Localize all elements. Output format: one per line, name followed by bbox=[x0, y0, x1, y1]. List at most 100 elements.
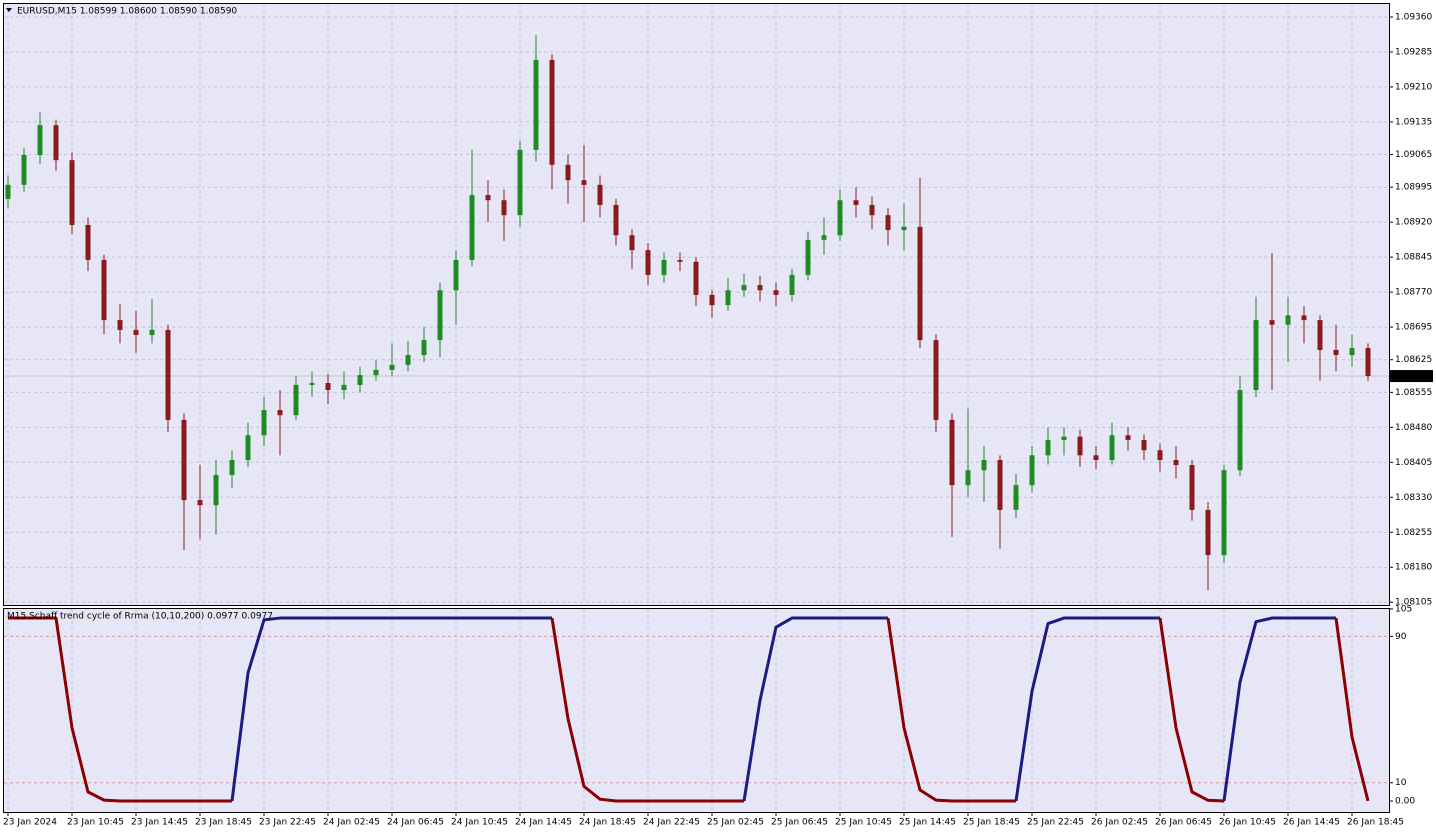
candle-body bbox=[213, 474, 219, 506]
candle-body bbox=[197, 500, 203, 506]
candle-body bbox=[533, 59, 539, 150]
candle-body bbox=[725, 290, 731, 306]
y-tick-label: 1.08695 bbox=[1395, 323, 1432, 333]
y-tick-label: 1.09135 bbox=[1395, 117, 1432, 127]
candle-body bbox=[1125, 435, 1131, 440]
candle-body bbox=[645, 250, 651, 275]
candle-body bbox=[293, 384, 299, 416]
candle-body bbox=[437, 290, 443, 341]
candle-body bbox=[549, 59, 555, 165]
y-tick-label: 1.09210 bbox=[1395, 82, 1432, 92]
candle-body bbox=[37, 125, 43, 156]
y-tick-label: 1.08330 bbox=[1395, 493, 1432, 503]
x-tick-label: 25 Jan 14:45 bbox=[899, 818, 956, 828]
candle-body bbox=[229, 459, 235, 475]
last-price-label: 1.08590 bbox=[1395, 372, 1432, 382]
candle-body bbox=[53, 125, 59, 161]
y-tick-label: 105 bbox=[1395, 604, 1412, 614]
candle-body bbox=[501, 200, 507, 216]
marks bbox=[5, 35, 1371, 803]
x-tick-label: 23 Jan 14:45 bbox=[131, 818, 188, 828]
candle-body bbox=[1013, 485, 1019, 510]
x-tick-label: 24 Jan 10:45 bbox=[451, 818, 508, 828]
candle-body bbox=[629, 235, 635, 251]
x-tick-label: 24 Jan 14:45 bbox=[515, 818, 572, 828]
candle-body bbox=[661, 259, 667, 275]
candle-body bbox=[1141, 439, 1147, 451]
candle-body bbox=[565, 164, 571, 181]
candle-body bbox=[517, 149, 523, 216]
candle-body bbox=[1237, 390, 1243, 471]
x-tick-label: 24 Jan 02:45 bbox=[323, 818, 380, 828]
candle-body bbox=[997, 459, 1003, 510]
candle-body bbox=[149, 329, 155, 336]
indicator-line bbox=[230, 616, 1336, 802]
candle-body bbox=[757, 285, 763, 291]
y-tick-label: 1.08405 bbox=[1395, 458, 1432, 468]
candle-body bbox=[277, 410, 283, 416]
y-tick-label: 1.08995 bbox=[1395, 183, 1432, 193]
candle-body bbox=[453, 259, 459, 291]
x-tick-label: 25 Jan 02:45 bbox=[707, 818, 764, 828]
x-tick-label: 23 Jan 22:45 bbox=[259, 818, 316, 828]
x-tick-label: 24 Jan 22:45 bbox=[643, 818, 700, 828]
candle-body bbox=[245, 435, 251, 460]
x-tick-label: 25 Jan 06:45 bbox=[771, 818, 828, 828]
candle-body bbox=[869, 204, 875, 216]
indicator-title: M15 Schaff trend cycle of Rrma (10,10,20… bbox=[7, 612, 273, 622]
candle-body bbox=[901, 226, 907, 231]
candle-body bbox=[405, 355, 411, 365]
candle-body bbox=[581, 180, 587, 185]
candle-body bbox=[981, 459, 987, 471]
candle-body bbox=[1173, 459, 1179, 466]
dropdown-icon bbox=[6, 8, 12, 12]
indicator-line bbox=[8, 616, 1370, 803]
candle-body bbox=[1077, 436, 1083, 456]
labels: EURUSD,M15 1.08599 1.08600 1.08590 1.085… bbox=[3, 7, 1433, 828]
candle-body bbox=[853, 200, 859, 205]
y-tick-label: 1.08625 bbox=[1395, 355, 1432, 365]
candle-body bbox=[1061, 436, 1067, 440]
candle-body bbox=[965, 470, 971, 486]
candle-body bbox=[677, 259, 683, 262]
candle-body bbox=[885, 215, 891, 231]
x-tick-label: 26 Jan 14:45 bbox=[1283, 818, 1340, 828]
x-tick-label: 26 Jan 06:45 bbox=[1155, 818, 1212, 828]
candle-body bbox=[1205, 509, 1211, 556]
candle-body bbox=[597, 184, 603, 205]
y-tick-label: 10 bbox=[1395, 778, 1407, 788]
y-tick-label: 1.08480 bbox=[1395, 423, 1432, 433]
candle-body bbox=[101, 259, 107, 321]
candle-body bbox=[261, 410, 267, 436]
candle-body bbox=[693, 261, 699, 295]
candle-body bbox=[1349, 348, 1355, 356]
candle-body bbox=[165, 329, 171, 420]
candle-body bbox=[1221, 470, 1227, 556]
candle-body bbox=[1317, 320, 1323, 350]
candle-body bbox=[805, 239, 811, 275]
last-price-box bbox=[1390, 370, 1433, 383]
x-tick-label: 23 Jan 18:45 bbox=[195, 818, 252, 828]
candle-body bbox=[5, 184, 11, 199]
candle-body bbox=[789, 274, 795, 295]
candle-body bbox=[917, 226, 923, 341]
candle-body bbox=[341, 384, 347, 391]
y-tick-label: 1.08105 bbox=[1395, 598, 1432, 608]
x-tick-label: 26 Jan 10:45 bbox=[1219, 818, 1276, 828]
y-tick-label: 90 bbox=[1395, 632, 1407, 642]
candle-body bbox=[773, 290, 779, 295]
candle-body bbox=[69, 160, 75, 225]
candle-body bbox=[949, 419, 955, 486]
y-tick-label: 1.08845 bbox=[1395, 253, 1432, 263]
x-tick-label: 26 Jan 02:45 bbox=[1091, 818, 1148, 828]
candle-body bbox=[85, 224, 91, 260]
candle-body bbox=[117, 320, 123, 330]
candle-body bbox=[1093, 455, 1099, 460]
x-tick-label: 25 Jan 22:45 bbox=[1027, 818, 1084, 828]
candle-body bbox=[933, 340, 939, 420]
y-tick-label: 0.00 bbox=[1395, 797, 1415, 807]
y-tick-label: 1.08255 bbox=[1395, 528, 1432, 538]
candle-body bbox=[1253, 320, 1259, 391]
candle-body bbox=[1157, 450, 1163, 460]
y-tick-label: 1.08920 bbox=[1395, 218, 1432, 228]
